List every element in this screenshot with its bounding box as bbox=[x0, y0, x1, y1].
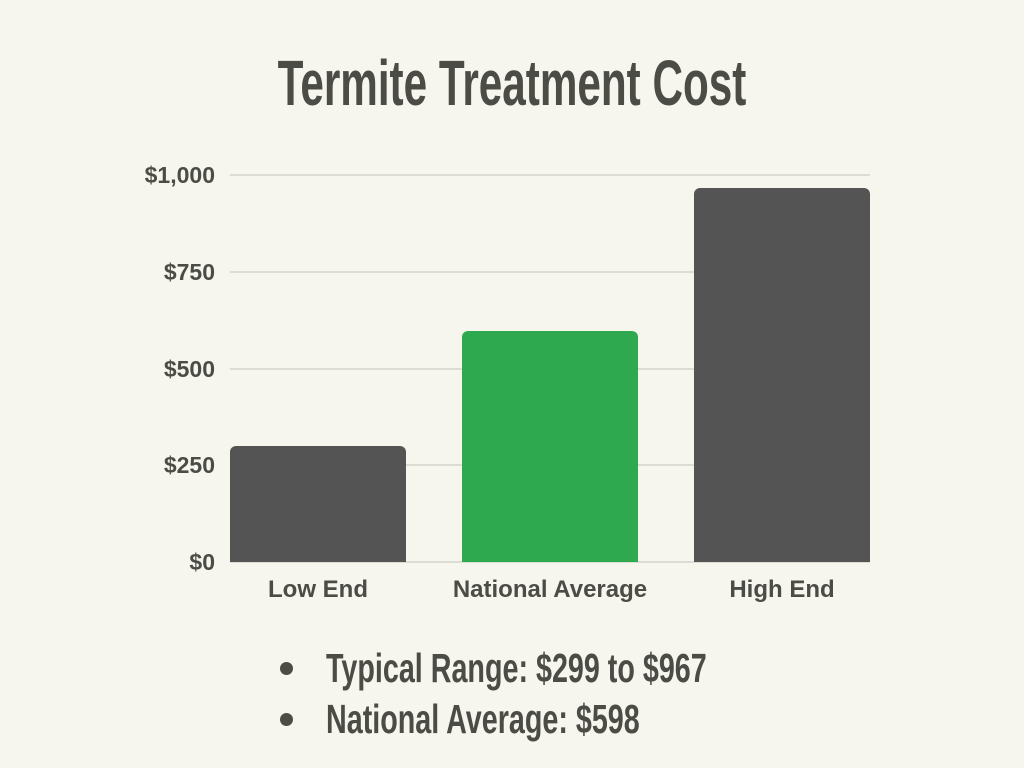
note-text: National Average: $598 bbox=[326, 696, 640, 742]
x-tick-label-low-end: Low End bbox=[268, 576, 368, 603]
plot-area: $0 $250 $500 $750 $1,000 bbox=[145, 162, 870, 575]
gridline bbox=[230, 174, 870, 176]
y-tick-label: $500 bbox=[163, 355, 215, 382]
bar-national-average bbox=[462, 331, 638, 562]
x-tick-label-high-end: High End bbox=[729, 576, 835, 603]
y-tick-label: $1,000 bbox=[144, 162, 215, 188]
note-item: National Average: $598 bbox=[280, 694, 870, 745]
y-tick-label: $250 bbox=[163, 452, 215, 479]
bullet-dot-icon bbox=[280, 713, 293, 726]
gridline bbox=[230, 270, 870, 273]
notes-list: Typical Range: $299 to $967 National Aver… bbox=[280, 643, 870, 745]
note-item: Typical Range: $299 to $967 bbox=[280, 643, 870, 694]
y-tick-label: $750 bbox=[163, 258, 215, 285]
gridline bbox=[230, 561, 870, 563]
chart-title: Termite Treatment Cost bbox=[277, 47, 747, 119]
bullet-dot-icon bbox=[280, 662, 293, 675]
y-tick-label: $0 bbox=[189, 549, 215, 575]
bar-high-end bbox=[694, 188, 870, 562]
x-axis-labels: Low End National Average High End bbox=[230, 574, 870, 606]
note-text: Typical Range: $299 to $967 bbox=[326, 645, 707, 691]
bar-low-end bbox=[230, 446, 406, 562]
x-tick-label-national-average: National Average bbox=[452, 576, 648, 603]
